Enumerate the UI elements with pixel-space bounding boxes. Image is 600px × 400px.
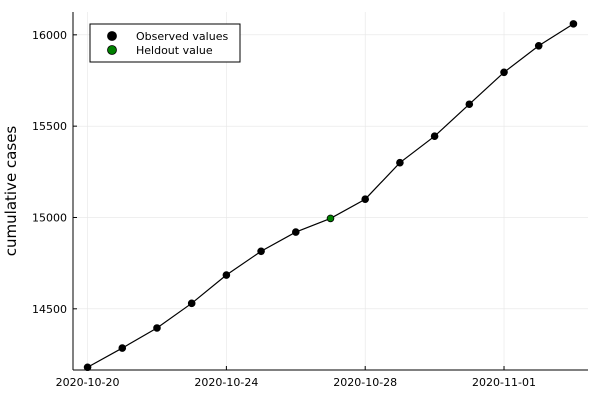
observed-point <box>187 299 196 308</box>
legend-box <box>89 23 241 63</box>
observed-point <box>291 228 300 236</box>
x-tick-label: 2020-10-20 <box>56 376 120 389</box>
y-tick-label: 14500 <box>32 303 67 316</box>
observed-point <box>361 195 370 204</box>
legend-label-heldout: Heldout value <box>136 44 213 57</box>
observed-point <box>153 324 161 332</box>
observed-point <box>430 132 439 141</box>
observed-point <box>257 247 265 256</box>
y-tick-label: 15000 <box>32 211 67 224</box>
legend: Observed values Heldout value <box>89 23 241 63</box>
observed-point <box>222 271 231 279</box>
observed-point <box>500 68 508 77</box>
observed-point <box>396 158 404 167</box>
legend-label-observed: Observed values <box>136 30 228 43</box>
x-tick-label: 2020-10-24 <box>194 376 258 389</box>
observed-point <box>569 20 578 28</box>
observed-point <box>83 363 92 372</box>
legend-marker-observed <box>107 31 117 41</box>
observed-point <box>118 344 127 352</box>
heldout-point <box>326 214 335 223</box>
y-tick-label: 15500 <box>32 120 67 133</box>
observed-point <box>534 41 543 50</box>
legend-marker-heldout <box>107 45 117 55</box>
grid <box>73 12 588 370</box>
y-tick-label: 16000 <box>32 29 67 42</box>
points <box>83 20 578 372</box>
x-tick-label: 2020-10-28 <box>333 376 397 389</box>
ticks: 2020-10-20 2020-10-24 2020-10-28 2020-11-01… <box>32 29 536 389</box>
observed-point <box>465 100 474 109</box>
plot-area: 2020-10-20 2020-10-24 2020-10-28 2020-11-01… <box>32 12 588 389</box>
x-tick-label: 2020-11-01 <box>472 376 536 389</box>
series-line <box>87 23 574 368</box>
y-axis-label: cumulative cases <box>2 126 20 257</box>
